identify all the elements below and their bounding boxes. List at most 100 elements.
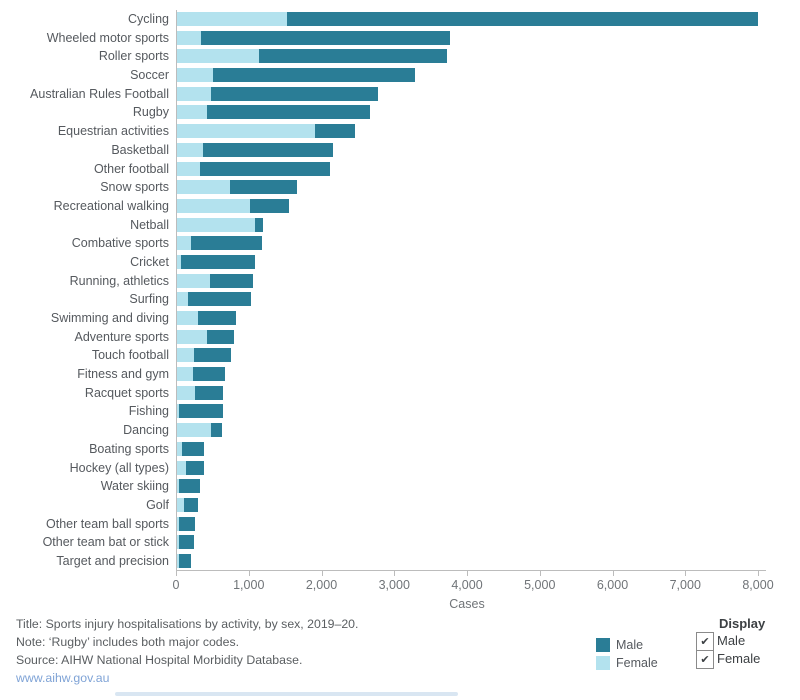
female-bar-segment[interactable] xyxy=(176,12,287,26)
bar-track xyxy=(176,553,790,568)
male-bar-segment[interactable] xyxy=(194,385,223,400)
female-bar-segment[interactable] xyxy=(176,367,194,382)
male-bar-segment[interactable] xyxy=(210,423,222,438)
bar-row: Roller sports xyxy=(0,47,790,65)
bar-track xyxy=(176,441,790,456)
axis-tick-label: 4,000 xyxy=(451,578,483,592)
female-bar-segment[interactable] xyxy=(176,217,256,232)
bar-track xyxy=(176,217,790,232)
male-bar-segment[interactable] xyxy=(229,180,298,195)
bar-row: Rugby xyxy=(0,103,790,121)
female-bar-segment[interactable] xyxy=(176,516,179,531)
female-bar-segment[interactable] xyxy=(176,423,211,438)
male-bar-segment[interactable] xyxy=(207,105,370,120)
male-bar-segment[interactable] xyxy=(186,460,204,475)
male-bar-segment[interactable] xyxy=(193,367,226,382)
female-bar-segment[interactable] xyxy=(176,535,179,550)
category-label: Snow sports xyxy=(100,180,169,195)
category-label: Touch football xyxy=(91,348,169,363)
bar-row: Cycling xyxy=(0,10,790,28)
male-bar-segment[interactable] xyxy=(190,236,262,251)
male-bar-segment[interactable] xyxy=(179,404,223,419)
female-bar-segment[interactable] xyxy=(176,441,182,456)
female-bar-segment[interactable] xyxy=(176,30,201,45)
category-label: Running, athletics xyxy=(69,273,169,288)
bar-row: Swimming and diving xyxy=(0,309,790,327)
female-bar-segment[interactable] xyxy=(176,180,230,195)
bar-row: Other football xyxy=(0,160,790,178)
bar-track xyxy=(176,86,790,101)
axis-tick-mark xyxy=(467,571,468,576)
female-bar-segment[interactable] xyxy=(176,292,189,307)
category-label: Racquet sports xyxy=(84,385,169,400)
legend-item-male[interactable]: Male xyxy=(596,636,658,654)
male-bar-segment[interactable] xyxy=(207,329,234,344)
female-bar-segment[interactable] xyxy=(176,497,184,512)
male-bar-segment[interactable] xyxy=(258,49,448,64)
bar-row: Racquet sports xyxy=(0,384,790,402)
axis-tick-mark xyxy=(612,571,614,576)
male-bar-segment[interactable] xyxy=(286,12,758,26)
female-bar-segment[interactable] xyxy=(176,49,259,64)
female-bar-segment[interactable] xyxy=(176,404,180,419)
female-bar-segment[interactable] xyxy=(176,460,187,475)
female-bar-segment[interactable] xyxy=(176,236,191,251)
male-bar-segment[interactable] xyxy=(255,217,263,232)
bar-row: Other team bat or stick xyxy=(0,533,790,551)
male-bar-segment[interactable] xyxy=(200,30,450,45)
female-bar-segment[interactable] xyxy=(176,105,208,120)
female-bar-segment[interactable] xyxy=(176,329,208,344)
aihw-website-link[interactable]: www.aihw.gov.au xyxy=(16,671,110,685)
male-bar-segment[interactable] xyxy=(210,273,254,288)
female-bar-segment[interactable] xyxy=(176,553,180,568)
male-bar-segment[interactable] xyxy=(183,497,198,512)
male-bar-segment[interactable] xyxy=(181,441,204,456)
female-bar-segment[interactable] xyxy=(176,86,211,101)
male-bar-segment[interactable] xyxy=(202,142,334,157)
horizontal-scrollbar[interactable] xyxy=(115,692,458,696)
female-bar-segment[interactable] xyxy=(176,479,179,494)
footer-source-line: Source: AIHW National Hospital Morbidity… xyxy=(16,653,303,667)
female-bar-segment[interactable] xyxy=(176,385,195,400)
category-label: Basketball xyxy=(111,142,169,157)
female-bar-segment[interactable] xyxy=(176,273,211,288)
female-bar-segment[interactable] xyxy=(176,142,203,157)
male-bar-segment[interactable] xyxy=(197,311,236,325)
male-bar-segment[interactable] xyxy=(178,516,195,531)
female-bar-segment[interactable] xyxy=(176,254,182,269)
male-bar-segment[interactable] xyxy=(194,348,231,363)
bar-track xyxy=(176,105,790,120)
female-bar-segment[interactable] xyxy=(176,161,200,176)
female-bar-segment[interactable] xyxy=(176,68,214,83)
male-bar-segment[interactable] xyxy=(188,292,251,307)
male-checkbox[interactable]: ✔ xyxy=(697,633,713,651)
category-label: Golf xyxy=(146,497,169,512)
bar-track xyxy=(176,292,790,307)
female-checkbox[interactable]: ✔ xyxy=(697,651,713,668)
male-bar-segment[interactable] xyxy=(178,479,201,494)
female-bar-segment[interactable] xyxy=(176,311,198,325)
category-label: Target and precision xyxy=(56,553,169,568)
female-bar-segment[interactable] xyxy=(176,198,251,213)
male-bar-segment[interactable] xyxy=(200,161,331,176)
axis-tick-mark xyxy=(539,571,541,576)
male-bar-segment[interactable] xyxy=(314,124,355,139)
axis-tick-mark xyxy=(176,571,177,576)
female-bar-segment[interactable] xyxy=(176,124,315,139)
axis-tick-label: 7,000 xyxy=(669,578,701,592)
male-bar-segment[interactable] xyxy=(179,553,191,568)
bar-row: Golf xyxy=(0,496,790,514)
male-bar-segment[interactable] xyxy=(178,535,194,550)
bar-row: Boating sports xyxy=(0,440,790,458)
bar-row: Recreational walking xyxy=(0,197,790,215)
female-bar-segment[interactable] xyxy=(176,348,195,363)
male-bar-segment[interactable] xyxy=(213,68,416,83)
male-bar-segment[interactable] xyxy=(250,198,289,213)
bar-track xyxy=(176,49,790,64)
male-bar-segment[interactable] xyxy=(181,254,256,269)
legend-item-female[interactable]: Female xyxy=(596,654,658,672)
male-bar-segment[interactable] xyxy=(210,86,379,101)
checkmark-icon: ✔ xyxy=(700,654,710,666)
axis-tick-label: 0 xyxy=(172,578,180,592)
footer-title-line: Title: Sports injury hospitalisations by… xyxy=(16,617,359,631)
